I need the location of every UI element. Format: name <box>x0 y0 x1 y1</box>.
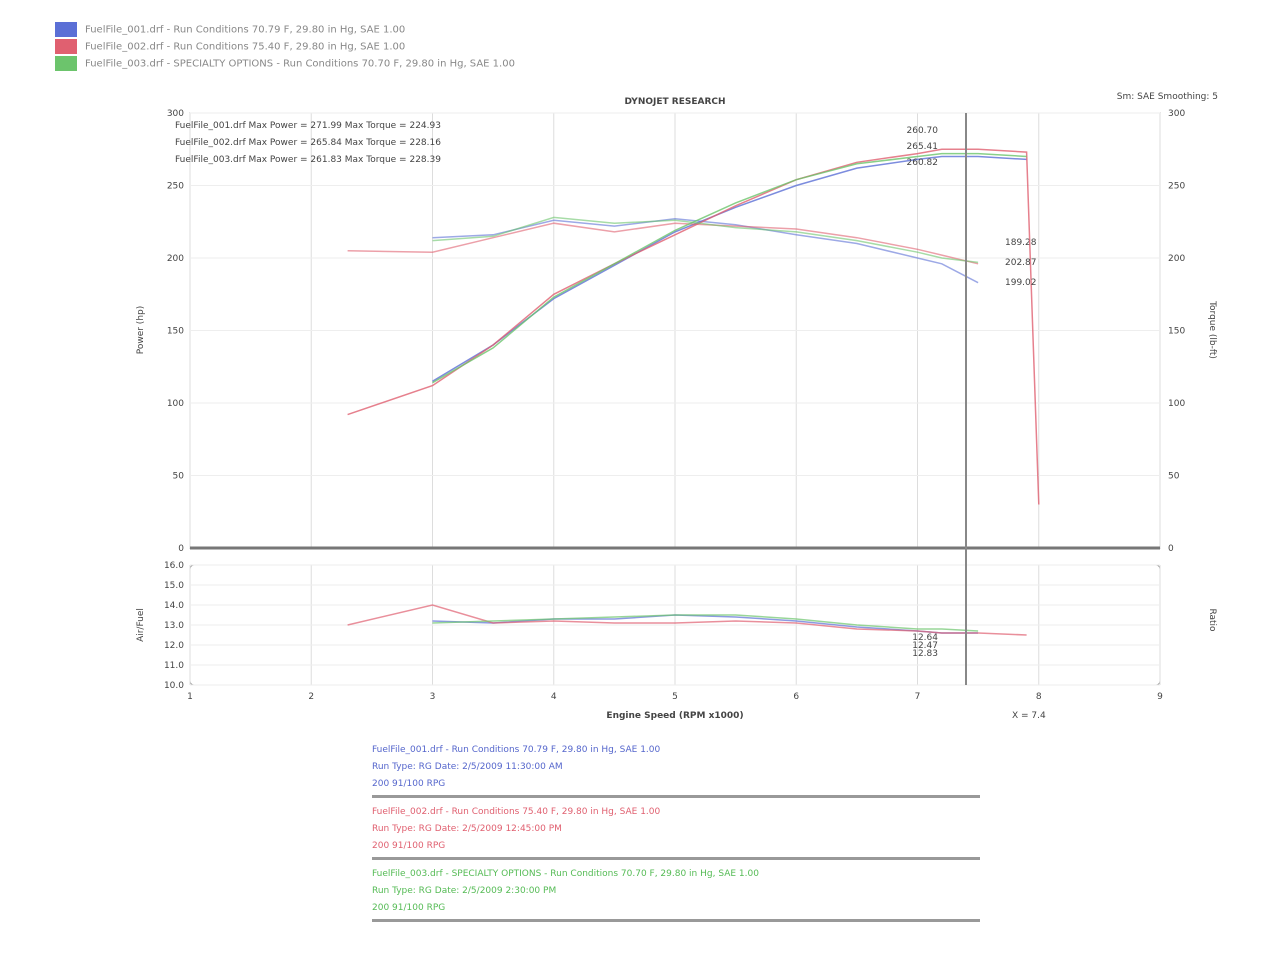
y-tick-label: 0 <box>178 544 184 554</box>
y2-tick-label: 150 <box>1168 327 1185 337</box>
y2-tick-label: 250 <box>1168 182 1185 192</box>
footer-line: 200 91/100 RPG <box>372 779 446 789</box>
footer-line: FuelFile_001.drf - Run Conditions 70.79 … <box>372 745 661 755</box>
y-tick-label: 150 <box>167 327 184 337</box>
afr-tick-label: 16.0 <box>164 561 184 571</box>
cursor-afr-readout: 12.83 <box>912 649 938 659</box>
power-line <box>432 155 1027 382</box>
cursor-power-readout: 265.41 <box>907 142 939 152</box>
afr-tick-label: 14.0 <box>164 601 184 611</box>
x-tick-label: 6 <box>793 692 799 702</box>
cursor-power-readout: 260.82 <box>907 158 939 168</box>
power-line <box>432 152 1027 384</box>
cursor-power-readout: 260.70 <box>907 126 939 136</box>
footer-line: 200 91/100 RPG <box>372 903 446 913</box>
x-tick-label: 2 <box>308 692 314 702</box>
cursor-label: X = 7.4 <box>1012 711 1046 721</box>
power-line <box>347 148 1040 505</box>
footer-line: FuelFile_002.drf - Run Conditions 75.40 … <box>372 807 661 817</box>
x-axis-label: Engine Speed (RPM x1000) <box>606 711 743 721</box>
x-tick-label: 9 <box>1157 692 1163 702</box>
x-tick-label: 7 <box>915 692 921 702</box>
footer-line: FuelFile_003.drf - SPECIALTY OPTIONS - R… <box>372 869 759 879</box>
afr-line <box>347 604 1027 636</box>
cursor-afr-readout: 12.64 <box>912 633 938 643</box>
y-tick-label: 250 <box>167 182 184 192</box>
footer-block: FuelFile_001.drf - Run Conditions 70.79 … <box>372 742 980 798</box>
footer-line: Run Type: RG Date: 2/5/2009 2:30:00 PM <box>372 886 557 896</box>
footer-block: FuelFile_002.drf - Run Conditions 75.40 … <box>372 804 980 860</box>
legend-swatch <box>55 22 77 37</box>
x-tick-label: 5 <box>672 692 678 702</box>
footer-line: Run Type: RG Date: 2/5/2009 11:30:00 AM <box>372 762 563 772</box>
x-tick-label: 1 <box>187 692 193 702</box>
x-tick-label: 8 <box>1036 692 1042 702</box>
max-values-label: FuelFile_001.drf Max Power = 271.99 Max … <box>175 121 441 131</box>
y-tick-label: 50 <box>173 472 185 482</box>
cursor-torque-readout: 199.02 <box>1005 278 1037 288</box>
afr-axis-label: Air/Fuel <box>136 608 146 642</box>
afr-tick-label: 15.0 <box>164 581 184 591</box>
smoothing-label: Sm: SAE Smoothing: 5 <box>1117 92 1218 102</box>
x-tick-label: 3 <box>430 692 436 702</box>
y-tick-label: 300 <box>167 109 184 119</box>
y-tick-label: 100 <box>167 399 184 409</box>
afr-tick-label: 13.0 <box>164 621 184 631</box>
y2-tick-label: 100 <box>1168 399 1185 409</box>
legend-swatch <box>55 56 77 71</box>
afr-tick-label: 12.0 <box>164 641 184 651</box>
torque-line <box>432 218 979 284</box>
legend-label: FuelFile_002.drf - Run Conditions 75.40 … <box>85 41 406 53</box>
legend-swatch <box>55 39 77 54</box>
afr-line <box>432 614 979 632</box>
torque-line <box>432 216 979 264</box>
run-info-footer: FuelFile_001.drf - Run Conditions 70.79 … <box>372 742 980 928</box>
afr-right-label: Ratio <box>1207 608 1217 632</box>
x-tick-label: 4 <box>551 692 557 702</box>
legend-entry: FuelFile_002.drf - Run Conditions 75.40 … <box>55 39 405 54</box>
y-axis-label: Power (hp) <box>136 306 146 355</box>
y2-tick-label: 50 <box>1168 472 1180 482</box>
legend-entry: FuelFile_003.drf - SPECIALTY OPTIONS - R… <box>55 56 515 71</box>
legend-label: FuelFile_001.drf - Run Conditions 70.79 … <box>85 24 406 36</box>
cursor-afr-readout: 12.47 <box>912 641 938 651</box>
legend-label: FuelFile_003.drf - SPECIALTY OPTIONS - R… <box>85 58 515 70</box>
afr-tick-label: 10.0 <box>164 681 184 691</box>
max-values-label: FuelFile_002.drf Max Power = 265.84 Max … <box>175 138 441 148</box>
y2-axis-label: Torque (lb-ft) <box>1207 300 1217 359</box>
cursor-torque-readout: 189.28 <box>1005 238 1037 248</box>
chart-title: DYNOJET RESEARCH <box>624 97 725 107</box>
y2-tick-label: 0 <box>1168 544 1174 554</box>
legend-entry: FuelFile_001.drf - Run Conditions 70.79 … <box>55 22 405 37</box>
footer-block: FuelFile_003.drf - SPECIALTY OPTIONS - R… <box>372 866 980 922</box>
max-values-label: FuelFile_003.drf Max Power = 261.83 Max … <box>175 155 441 165</box>
footer-line: 200 91/100 RPG <box>372 841 446 851</box>
footer-line: Run Type: RG Date: 2/5/2009 12:45:00 PM <box>372 824 562 834</box>
y-tick-label: 200 <box>167 254 184 264</box>
y2-tick-label: 200 <box>1168 254 1185 264</box>
cursor-torque-readout: 202.87 <box>1005 258 1037 268</box>
y2-tick-label: 300 <box>1168 109 1185 119</box>
afr-tick-label: 11.0 <box>164 661 184 671</box>
